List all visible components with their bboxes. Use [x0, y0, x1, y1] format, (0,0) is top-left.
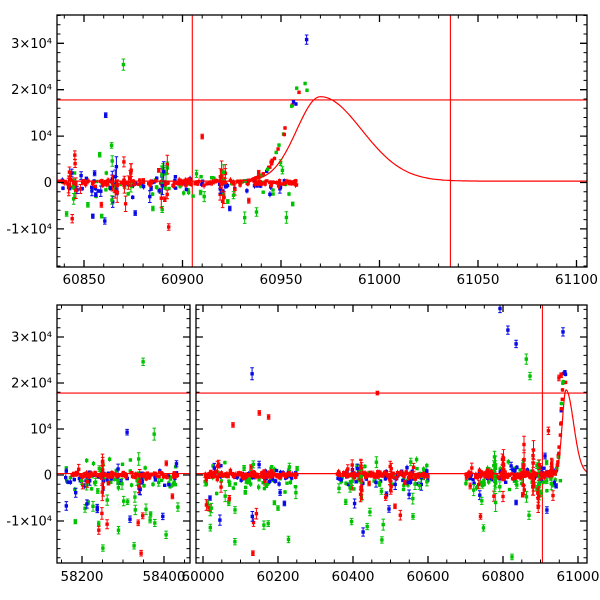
x-tick-label: 60600	[407, 569, 450, 585]
x-tick-label: 60200	[257, 569, 300, 585]
major-ticks	[57, 305, 190, 563]
x-tick-label: 61000	[557, 569, 600, 585]
y-tick-label: 10⁴	[30, 130, 52, 145]
y-tick-label: -1×10⁴	[6, 515, 52, 530]
x-tick-label: 58200	[61, 569, 104, 585]
minor-ticks	[57, 305, 190, 563]
x-tick-label: 60800	[482, 569, 525, 585]
y-tick-label: 10⁴	[30, 423, 52, 438]
x-tick-label: 58400	[143, 569, 186, 585]
y-tick-label: 3×10⁴	[11, 37, 52, 52]
x-tick-label: 60400	[332, 569, 375, 585]
y-tick-label: -1×10⁴	[6, 222, 52, 237]
bottomL-panel-data	[64, 357, 180, 557]
top-panel-axes: 60850 60900 60950 61000 61050 61100 -1×10⁴ 0 10⁴…	[6, 14, 598, 288]
bottomL-panel-axes: 58200 58400 -1×10⁴ 0 10⁴ 2×10⁴ 3×10⁴	[6, 304, 191, 585]
y-tick-label: 2×10⁴	[11, 83, 52, 98]
x-tick-label: 61000	[358, 272, 401, 288]
minor-ticks	[196, 305, 587, 563]
top-panel-frame	[56, 14, 588, 268]
bottomR-panel-data	[203, 305, 568, 561]
bottomR-panel-axes: 60000 60200 60400 60600 60800 61000	[182, 304, 600, 585]
y-tick-label: 0	[44, 176, 52, 191]
y-tick-label: 0	[44, 469, 52, 484]
x-tick-label: 60900	[161, 272, 204, 288]
x-tick-label: 60850	[63, 272, 106, 288]
x-tick-label: 61050	[457, 272, 500, 288]
y-tick-label: 2×10⁴	[11, 377, 52, 392]
major-ticks	[57, 15, 587, 267]
minor-ticks	[57, 15, 587, 267]
y-tick-label: 3×10⁴	[11, 331, 52, 346]
model-light-curve	[196, 389, 587, 475]
x-tick-label: 60000	[182, 569, 225, 585]
x-tick-label: 60950	[260, 272, 303, 288]
major-ticks	[196, 305, 587, 563]
model-light-curve	[57, 96, 587, 182]
x-tick-label: 61100	[555, 272, 598, 288]
bottomR-panel-frame	[195, 304, 588, 564]
